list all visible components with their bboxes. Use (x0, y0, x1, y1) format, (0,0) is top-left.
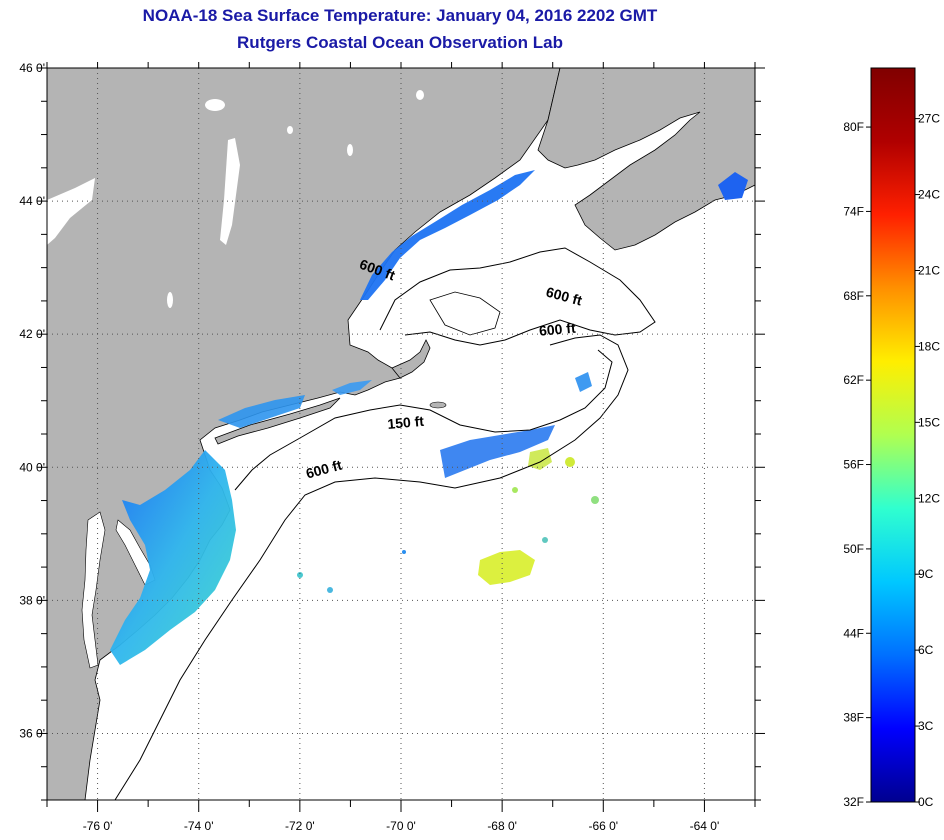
lon-tick-label: -76 0' (83, 819, 113, 833)
lat-tick-label: 38 0' (19, 593, 45, 607)
contour-label: 600 ft (538, 320, 576, 339)
colorbar-c-label: 18C (918, 339, 940, 353)
colorbar-c-label: 6C (918, 643, 934, 657)
longitude-axis: -76 0' -74 0' -72 0' -70 0' -68 0' -66 0' -64 … (46, 62, 756, 833)
lake-champlain (220, 138, 240, 245)
colorbar-c-label: 3C (918, 719, 934, 733)
chesapeake-bay (81, 511, 106, 669)
colorbar-f-label: 62F (843, 373, 864, 387)
lake-ontario-edge (47, 178, 95, 245)
lon-tick-label: -72 0' (285, 819, 315, 833)
colorbar-f-label: 56F (843, 458, 864, 472)
colorbar-f-label: 80F (843, 120, 864, 134)
colorbar-c-label: 15C (918, 415, 940, 429)
lake-1 (205, 99, 225, 111)
sst-patch-speck-3 (297, 572, 303, 578)
lake-3 (416, 90, 424, 100)
lat-tick-label: 42 0' (19, 327, 45, 341)
sst-patch-gulf-of-maine-coast (360, 170, 535, 300)
colorbar-f-label: 74F (843, 204, 864, 218)
sst-patch-speck-4 (327, 587, 333, 593)
lon-tick-label: -70 0' (386, 819, 416, 833)
lon-tick-label: -66 0' (588, 819, 618, 833)
sst-map: -76 0' -74 0' -72 0' -70 0' -68 0' -66 0' -64 … (19, 61, 765, 833)
latitude-axis: 46 0' 44 0' 42 0' 40 0' 38 0' 36 0' (19, 61, 765, 801)
land-nantucket (429, 401, 447, 409)
land-nova-scotia (537, 68, 755, 251)
lat-tick-label: 40 0' (19, 460, 45, 474)
lon-tick-label: -64 0' (690, 819, 720, 833)
colorbar-c-label: 27C (918, 112, 940, 126)
colorbar-f-label: 68F (843, 289, 864, 303)
colorbar-f-label: 38F (843, 711, 864, 725)
colorbar-f-label: 32F (843, 795, 864, 809)
lat-tick-label: 46 0' (19, 61, 45, 75)
sst-patch-nj-shelf (110, 450, 236, 665)
lake-5 (167, 292, 173, 308)
sst-patch-nova-scotia (718, 172, 748, 200)
chart-title: NOAA-18 Sea Surface Temperature: January… (142, 6, 658, 25)
sst-patch-warm-1 (478, 550, 535, 585)
land-long-island (214, 397, 341, 445)
contour-label: 150 ft (387, 413, 425, 432)
sst-patch-speck-5 (542, 537, 548, 543)
contour-600ft-gulf (379, 247, 656, 346)
sst-patch-speck-1 (591, 496, 599, 504)
colorbar-c-label: 0C (918, 795, 934, 809)
sst-patch-speck-6 (402, 550, 406, 554)
colorbar-gradient (870, 67, 916, 803)
sst-patch-cape-cod (332, 380, 372, 395)
contour-600ft-shelf (114, 334, 629, 800)
colorbar-c-label: 9C (918, 567, 934, 581)
lon-tick-label: -68 0' (487, 819, 517, 833)
colorbar-celsius-labels: 27C 24C 21C 18C 15C 12C 9C 6C 3C 0C (915, 112, 940, 809)
lake-2 (347, 144, 353, 156)
colorbar-fahrenheit-labels: 80F 74F 68F 62F 56F 50F 44F 38F 32F (843, 120, 871, 809)
temperature-colorbar: 80F 74F 68F 62F 56F 50F 44F 38F 32F 27C 24C 21C 18C… (843, 67, 940, 809)
colorbar-c-label: 12C (918, 491, 940, 505)
lat-tick-label: 44 0' (19, 194, 45, 208)
colorbar-c-label: 21C (918, 263, 940, 277)
lon-tick-label: -74 0' (184, 819, 214, 833)
chart-subtitle: Rutgers Coastal Ocean Observation Lab (237, 33, 563, 52)
contour-gulf-inner (429, 291, 501, 336)
lake-4 (287, 126, 293, 134)
lat-tick-label: 36 0' (19, 726, 45, 740)
colorbar-f-label: 44F (843, 626, 864, 640)
sst-patch-warm-3 (565, 457, 575, 467)
contour-150ft (234, 349, 613, 491)
colorbar-f-label: 50F (843, 542, 864, 556)
sst-patch-georges-bank (440, 425, 555, 478)
sst-patch-bay-of-fundy (575, 372, 592, 392)
sst-patch-long-island (218, 395, 305, 428)
sst-patch-speck-2 (512, 487, 518, 493)
colorbar-c-label: 24C (918, 188, 940, 202)
